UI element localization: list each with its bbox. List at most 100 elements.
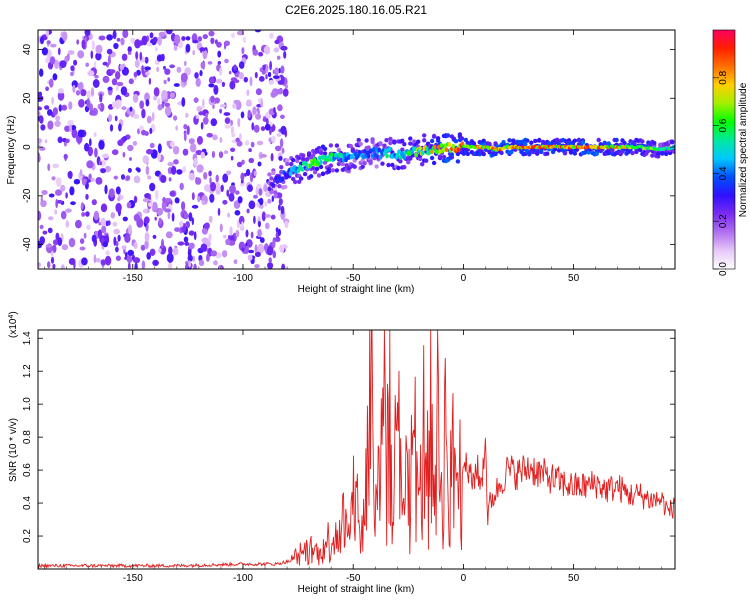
heatmap-noise-cell <box>203 172 208 180</box>
heatmap-noise-cell <box>106 34 113 41</box>
heatmap-signal-cell <box>451 143 456 149</box>
snr-series-line <box>38 330 675 569</box>
heatmap-noise-cell <box>115 240 119 247</box>
heatmap-noise-cell <box>188 212 193 222</box>
heatmap-noise-cell <box>233 99 241 105</box>
heatmap-noise-cell <box>107 55 111 66</box>
heatmap-noise-cell <box>68 258 76 265</box>
heatmap-noise-cell <box>39 236 45 245</box>
snr-frame <box>37 329 676 570</box>
heatmap-noise-cell <box>241 247 245 252</box>
heatmap-noise-cell <box>230 147 236 152</box>
heatmap-noise-cell <box>169 190 176 197</box>
heatmap-noise-cell <box>231 32 235 38</box>
heatmap-signal-halo-cell <box>267 199 272 204</box>
spectrogram-y-ticks: -40 -20 0 20 40 <box>22 44 675 252</box>
heatmap-noise-cell <box>228 70 232 75</box>
heatmap-noise-cell <box>261 69 266 75</box>
heatmap-noise-cell <box>133 214 140 222</box>
heatmap-signal-halo-cell <box>289 161 294 167</box>
heatmap-noise-cell <box>238 61 245 69</box>
heatmap-noise-cell <box>184 67 191 76</box>
heatmap-noise-cell <box>202 49 208 60</box>
heatmap-noise-cell <box>148 77 152 85</box>
heatmap-noise-cell <box>86 160 94 169</box>
heatmap-noise-cell <box>169 64 176 69</box>
heatmap-noise-cell <box>267 71 272 78</box>
heatmap-noise-cell <box>153 95 157 101</box>
heatmap-noise-cell <box>106 48 113 55</box>
heatmap-noise-cell <box>45 57 51 64</box>
x-tick-label: -50 <box>346 573 361 584</box>
heatmap-noise-cell <box>278 228 281 236</box>
heatmap-noise-cell <box>281 263 286 269</box>
heatmap-signal-halo-cell <box>269 176 274 181</box>
heatmap-noise-cell <box>171 212 175 222</box>
heatmap-noise-cell <box>109 69 116 74</box>
heatmap-noise-cell <box>247 184 253 192</box>
heatmap-noise-cell <box>158 248 162 253</box>
heatmap-noise-cell <box>229 226 233 236</box>
y-tick-label: -20 <box>22 188 33 203</box>
heatmap-noise-cell <box>88 173 92 181</box>
heatmap-noise-cell <box>55 115 61 121</box>
heatmap-noise-cell <box>84 30 91 37</box>
heatmap-noise-cell <box>217 50 222 58</box>
heatmap-signal-halo-cell <box>457 132 463 137</box>
heatmap-signal-halo-cell <box>596 137 601 143</box>
heatmap-noise-cell <box>149 127 153 134</box>
heatmap-signal-cell <box>267 186 272 192</box>
y-tick-label: 1.2 <box>22 364 33 378</box>
heatmap-noise-cell <box>199 47 207 52</box>
heatmap-signal-halo-cell <box>660 151 665 156</box>
heatmap-signal-halo-cell <box>493 141 498 146</box>
colorbar-tick-label: 0.6 <box>718 118 729 132</box>
heatmap-noise-cell <box>164 198 172 202</box>
heatmap-noise-cell <box>149 248 156 256</box>
heatmap-noise-cell <box>72 84 76 93</box>
heatmap-noise-cell <box>98 35 106 41</box>
heatmap-noise-cell <box>226 189 230 197</box>
heatmap-signal-cell <box>340 153 345 159</box>
heatmap-signal-halo-cell <box>529 140 534 145</box>
heatmap-noise-cell <box>197 36 202 42</box>
heatmap-noise-cell <box>133 257 141 264</box>
heatmap-noise-cell <box>179 182 184 191</box>
heatmap-noise-cell <box>93 254 97 264</box>
heatmap-noise-cell <box>231 132 236 138</box>
heatmap-noise-cell <box>70 65 75 72</box>
heatmap-noise-cell <box>247 109 252 119</box>
heatmap-noise-cell <box>154 216 157 221</box>
heatmap-signal-halo-cell <box>422 133 427 138</box>
heatmap-noise-cell <box>212 134 218 141</box>
heatmap-noise-cell <box>80 89 87 97</box>
heatmap-noise-cell <box>69 124 72 133</box>
heatmap-signal-cell <box>447 142 452 147</box>
heatmap-noise-cell <box>56 199 63 204</box>
heatmap-noise-cell <box>107 220 111 226</box>
heatmap-signal-cell <box>328 156 333 162</box>
heatmap-noise-cell <box>258 188 263 196</box>
heatmap-noise-cell <box>257 243 265 254</box>
heatmap-noise-cell <box>219 265 222 269</box>
heatmap-noise-cell <box>67 170 73 179</box>
heatmap-noise-cell <box>110 212 116 219</box>
heatmap-noise-cell <box>220 184 224 192</box>
heatmap-noise-cell <box>47 163 51 171</box>
heatmap-noise-cell <box>232 103 237 109</box>
heatmap-noise-cell <box>112 30 117 40</box>
heatmap-noise-cell <box>176 66 182 73</box>
heatmap-noise-cell <box>276 55 281 60</box>
heatmap-noise-cell <box>121 106 127 111</box>
heatmap-noise-cell <box>224 117 231 124</box>
heatmap-noise-cell <box>121 53 128 61</box>
heatmap-noise-cell <box>163 65 166 70</box>
heatmap-signal-cell <box>361 154 366 160</box>
heatmap-noise-cell <box>143 216 150 224</box>
heatmap-noise-cell <box>113 228 121 235</box>
heatmap-noise-cell <box>268 80 275 85</box>
heatmap-noise-cell <box>188 138 195 145</box>
heatmap-noise-cell <box>210 250 217 257</box>
heatmap-signal-halo-cell <box>614 137 619 143</box>
heatmap-signal-halo-cell <box>541 139 546 145</box>
